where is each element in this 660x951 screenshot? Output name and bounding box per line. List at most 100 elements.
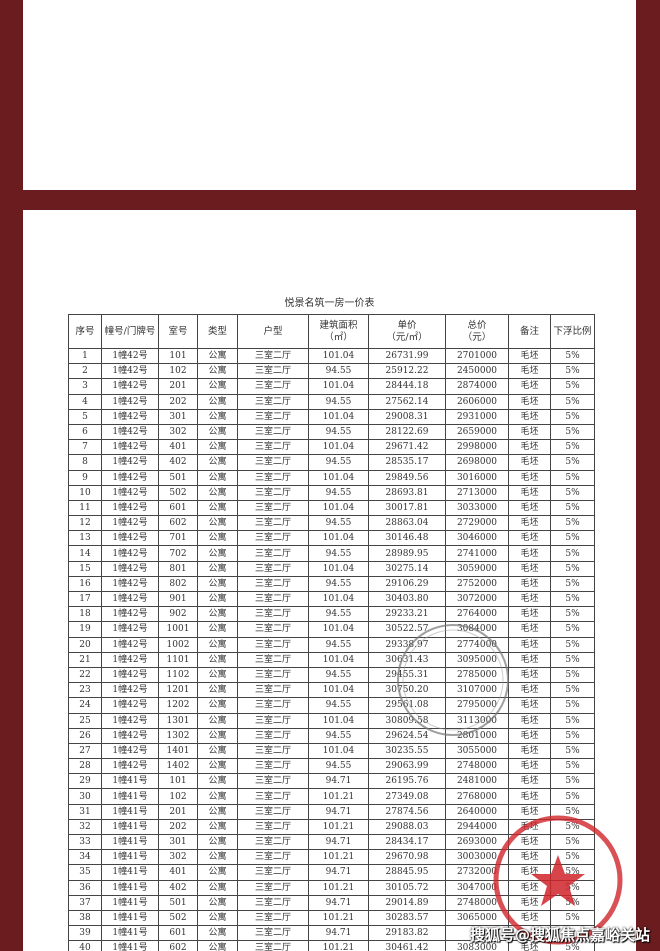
table-cell: 毛坯 [508, 621, 551, 638]
table-cell: 三室二厅 [237, 712, 309, 729]
table-cell: 1幢41号 [101, 818, 159, 836]
column-header: 室号 [158, 314, 198, 349]
table-cell: 4 [68, 393, 102, 410]
table-cell: 三室二厅 [237, 940, 309, 951]
table-cell: 1幢41号 [101, 925, 159, 942]
table-cell: 毛坯 [508, 636, 551, 653]
table-cell: 公寓 [197, 393, 238, 410]
table-cell: 202 [158, 818, 198, 836]
table-cell: 1幢42号 [101, 423, 159, 441]
table-cell: 三室二厅 [237, 515, 309, 532]
table-cell: 101.04 [308, 499, 369, 517]
table-cell: 公寓 [197, 773, 238, 790]
table-cell: 公寓 [197, 408, 238, 425]
table-row: 16 1幢42号 802 公寓 三室二厅 94.55 29106.29 2752000 毛坯 5% [68, 575, 595, 593]
table-cell: 三室二厅 [237, 423, 309, 441]
table-cell: 901 [158, 590, 198, 608]
table-cell: 3046000 [445, 530, 509, 547]
table-cell: 三室二厅 [237, 849, 309, 866]
table-cell: 23 [68, 682, 102, 699]
table-row: 23 1幢42号 1201 公寓 三室二厅 101.04 30750.20 3107000 毛坯… [68, 682, 595, 699]
table-cell: 29014.89 [368, 894, 446, 911]
table-cell: 三室二厅 [237, 560, 309, 577]
table-cell: 毛坯 [508, 484, 551, 501]
table-cell: 501 [158, 894, 198, 911]
table-cell: 94.71 [308, 864, 369, 881]
table-cell: 601 [158, 925, 198, 942]
table-cell: 2768000 [445, 788, 509, 805]
table-cell: 1幢42号 [101, 545, 159, 562]
table-cell: 33 [68, 833, 102, 851]
table-cell: 1幢42号 [101, 758, 159, 775]
table-row: 3 1幢42号 201 公寓 三室二厅 101.04 28444.18 2874000 毛坯 5% [68, 378, 595, 395]
table-cell: 毛坯 [508, 712, 551, 729]
table-cell: 94.71 [308, 833, 369, 851]
table-cell: 3033000 [445, 499, 509, 517]
table-cell: 19 [68, 621, 102, 638]
table-cell: 5% [550, 590, 595, 608]
table-row: 7 1幢42号 401 公寓 三室二厅 101.04 29671.42 2998000 毛坯 5% [68, 439, 595, 456]
table-cell: 1302 [158, 727, 198, 744]
table-cell: 三室二厅 [237, 909, 309, 927]
table-cell: 1幢42号 [101, 697, 159, 714]
table-cell: 94.55 [308, 484, 369, 501]
table-cell: 三室二厅 [237, 363, 309, 380]
table-row: 13 1幢42号 701 公寓 三室二厅 101.04 30146.48 3046000 毛坯 5… [68, 530, 595, 547]
table-cell: 5% [550, 454, 595, 471]
table-row: 26 1幢42号 1302 公寓 三室二厅 94.55 29624.54 2801000 毛坯 5… [68, 727, 595, 744]
table-cell: 21 [68, 651, 102, 668]
table-row: 20 1幢42号 1002 公寓 三室二厅 94.55 29338.97 2774000 毛坯 5… [68, 636, 595, 653]
table-cell: 5% [550, 758, 595, 775]
table-cell: 毛坯 [508, 469, 551, 486]
table-cell: 三室二厅 [237, 773, 309, 790]
table-cell: 802 [158, 575, 198, 593]
table-row: 29 1幢41号 101 公寓 三室二厅 94.71 26195.76 2481000 毛坯 5% [68, 773, 595, 790]
table-cell: 5% [550, 651, 595, 668]
table-cell: 401 [158, 864, 198, 881]
table-cell: 毛坯 [508, 499, 551, 517]
table-cell: 1幢42号 [101, 363, 159, 380]
table-cell: 1002 [158, 636, 198, 653]
table-cell: 1幢42号 [101, 393, 159, 410]
table-cell: 5% [550, 484, 595, 501]
table-cell: 29670.98 [368, 849, 446, 866]
table-cell: 公寓 [197, 530, 238, 547]
table-cell: 5% [550, 773, 595, 790]
table-cell: 101.04 [308, 560, 369, 577]
table-cell: 5% [550, 393, 595, 410]
table-cell: 101.21 [308, 788, 369, 805]
table-cell: 3016000 [445, 469, 509, 486]
table-cell: 2748000 [445, 758, 509, 775]
table-cell: 602 [158, 515, 198, 532]
table-cell: 1幢42号 [101, 606, 159, 623]
table-cell: 94.71 [308, 894, 369, 911]
table-cell: 毛坯 [508, 651, 551, 668]
table-cell: 1幢41号 [101, 894, 159, 911]
table-cell: 1幢42号 [101, 651, 159, 668]
table-row: 14 1幢42号 702 公寓 三室二厅 94.55 28989.95 2741000 毛坯 5% [68, 545, 595, 562]
table-cell: 公寓 [197, 515, 238, 532]
table-cell: 101.21 [308, 879, 369, 896]
table-cell: 毛坯 [508, 682, 551, 699]
table-cell: 24 [68, 697, 102, 714]
table-cell: 702 [158, 545, 198, 562]
table-cell: 202 [158, 393, 198, 410]
table-cell: 27874.56 [368, 803, 446, 820]
table-cell: 34 [68, 849, 102, 866]
table-cell: 公寓 [197, 727, 238, 744]
table-cell: 15 [68, 560, 102, 577]
table-cell: 101.04 [308, 469, 369, 486]
table-row: 8 1幢42号 402 公寓 三室二厅 94.55 28535.17 2698000 毛坯 5% [68, 454, 595, 471]
table-cell: 30283.57 [368, 909, 446, 927]
table-cell: 1幢42号 [101, 484, 159, 501]
table-cell: 101.04 [308, 530, 369, 547]
table-row: 35 1幢41号 401 公寓 三室二厅 94.71 28845.95 2732000 毛坯 5% [68, 864, 595, 881]
table-cell: 5% [550, 469, 595, 486]
table-cell: 1幢42号 [101, 347, 159, 365]
table-row: 9 1幢42号 501 公寓 三室二厅 101.04 29849.56 3016000 毛坯 5% [68, 469, 595, 486]
table-cell: 94.55 [308, 636, 369, 653]
table-cell: 301 [158, 408, 198, 425]
table-cell: 公寓 [197, 378, 238, 395]
table-cell: 公寓 [197, 560, 238, 577]
table-cell: 101.04 [308, 439, 369, 456]
